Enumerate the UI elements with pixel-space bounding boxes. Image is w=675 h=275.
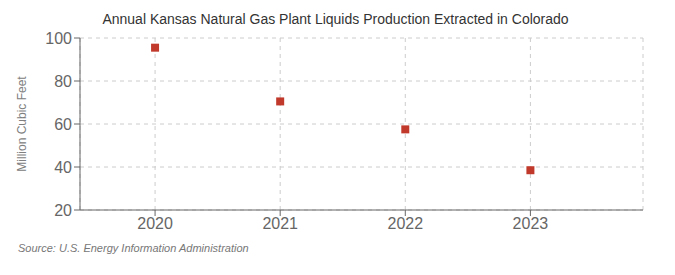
svg-text:2020: 2020 <box>137 215 173 232</box>
html-text:Annual Kansas Natural Gas Plan: Annual Kansas Natural Gas Plant Liquids … <box>102 11 569 27</box>
html-text:Source: U.S. Energy Informatio: Source: U.S. Energy Information Administ… <box>18 242 249 254</box>
svg-text:60: 60 <box>54 116 72 133</box>
svg-text:80: 80 <box>54 73 72 90</box>
svg-text:2022: 2022 <box>387 215 423 232</box>
svg-text:2021: 2021 <box>262 215 298 232</box>
svg-text:20: 20 <box>54 202 72 219</box>
svg-text:2023: 2023 <box>513 215 549 232</box>
svg-text:40: 40 <box>54 159 72 176</box>
svg-text:100: 100 <box>45 30 72 47</box>
svg-text:Million Cubic Feet: Million Cubic Feet <box>15 76 29 172</box>
